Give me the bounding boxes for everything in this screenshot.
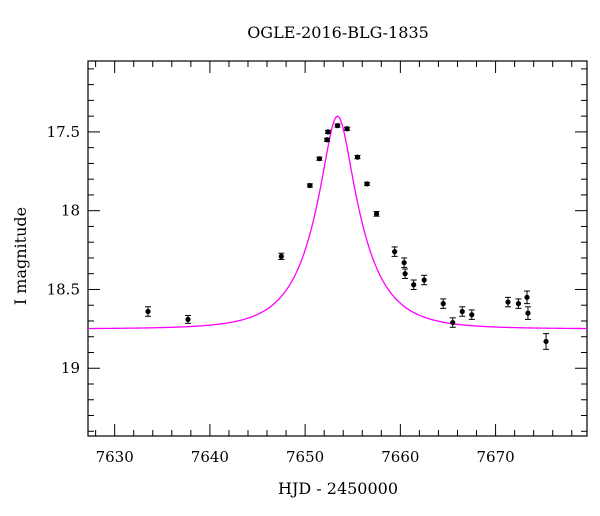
data-marker — [373, 211, 380, 217]
data-marker — [525, 310, 531, 316]
data-marker — [325, 129, 331, 135]
data-point — [524, 290, 531, 305]
data-point — [459, 306, 466, 317]
data-point — [449, 317, 456, 328]
x-tick-label: 7650 — [286, 448, 324, 466]
x-tick-label: 7630 — [96, 448, 134, 466]
data-marker — [450, 319, 456, 326]
data-point — [344, 126, 351, 132]
data-point — [440, 298, 447, 309]
data-marker — [469, 312, 475, 318]
x-tick-label: 7640 — [191, 448, 229, 466]
x-tick-label: 7670 — [476, 448, 514, 466]
data-point — [524, 306, 531, 320]
data-marker — [185, 316, 191, 323]
x-tick-label: 7660 — [381, 448, 419, 466]
data-marker — [354, 154, 361, 160]
y-tick-label: 18.5 — [47, 280, 80, 298]
data-point — [468, 309, 475, 320]
data-point — [334, 123, 341, 129]
data-marker — [334, 123, 341, 129]
data-marker — [421, 277, 427, 283]
data-marker — [307, 182, 313, 189]
y-tick-label: 17.5 — [47, 123, 80, 141]
data-marker — [392, 249, 398, 255]
data-marker — [401, 260, 407, 266]
data-point — [278, 252, 285, 261]
data-marker — [278, 253, 284, 259]
data-marker — [344, 126, 350, 132]
x-axis-label: HJD - 2450000 — [278, 479, 398, 498]
data-marker — [459, 308, 465, 315]
data-point — [504, 296, 511, 308]
y-axis-label: I magnitude — [11, 207, 30, 305]
data-point — [391, 246, 398, 257]
data-point — [184, 314, 191, 324]
data-marker — [145, 308, 151, 315]
data-point — [421, 274, 428, 286]
data-point — [373, 210, 380, 217]
data-point — [364, 181, 371, 187]
data-marker — [316, 156, 323, 162]
data-point — [306, 182, 313, 189]
data-point — [515, 298, 522, 309]
data-marker — [505, 299, 511, 305]
data-point — [324, 137, 331, 143]
data-marker — [402, 271, 408, 277]
data-marker — [515, 301, 522, 307]
data-marker — [440, 301, 446, 307]
data-marker — [411, 282, 417, 288]
data-marker — [543, 338, 549, 345]
data-point — [144, 306, 151, 317]
data-point — [401, 257, 408, 268]
data-point — [410, 279, 417, 290]
data-point — [543, 333, 550, 350]
y-tick-label: 19 — [61, 359, 80, 377]
data-marker — [324, 137, 330, 143]
data-point — [354, 154, 361, 160]
data-marker — [524, 294, 530, 300]
plot-frame — [87, 60, 588, 437]
data-point — [324, 129, 331, 135]
data-point — [316, 156, 323, 162]
data-marker — [364, 181, 370, 187]
y-tick-label: 18 — [61, 202, 80, 220]
model-curve — [88, 115, 587, 330]
data-point — [402, 268, 409, 279]
chart-title: OGLE-2016-BLG-1835 — [247, 23, 429, 42]
